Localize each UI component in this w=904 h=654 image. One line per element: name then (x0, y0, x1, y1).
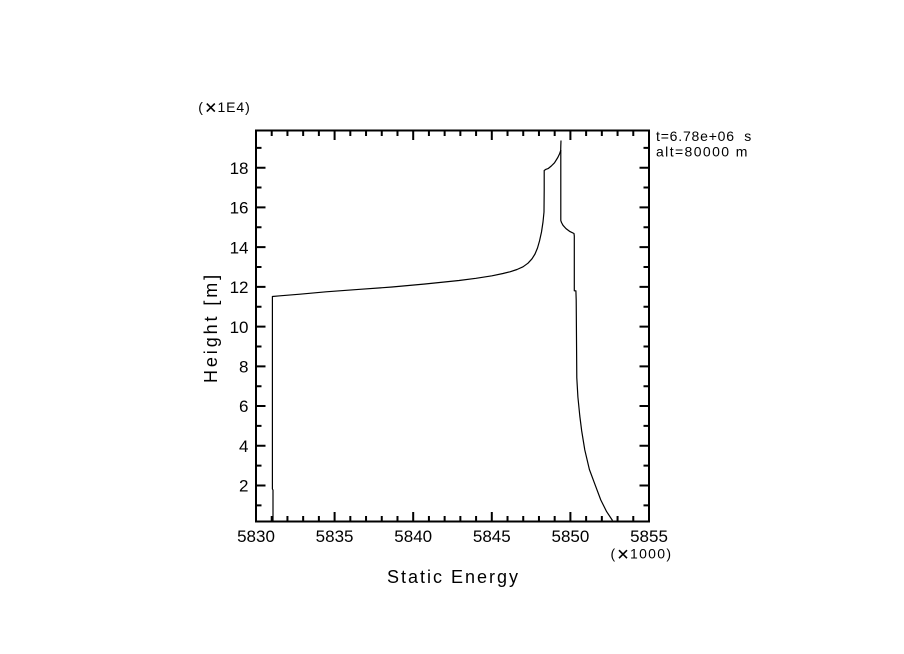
svg-text:5845: 5845 (473, 527, 511, 546)
svg-text:2: 2 (239, 477, 248, 496)
svg-text:5840: 5840 (394, 527, 432, 546)
svg-text:5850: 5850 (551, 527, 589, 546)
svg-text:Static Energy: Static Energy (387, 567, 520, 587)
svg-text:12: 12 (230, 278, 249, 297)
svg-text:(: ( (198, 99, 203, 115)
svg-text:14: 14 (230, 238, 249, 257)
svg-text:4: 4 (239, 437, 248, 456)
svg-text:5830: 5830 (237, 527, 275, 546)
svg-text:10: 10 (230, 318, 249, 337)
svg-text:(: ( (611, 546, 616, 562)
svg-text:18: 18 (230, 159, 249, 178)
svg-text:5835: 5835 (316, 527, 354, 546)
svg-text:16: 16 (230, 199, 249, 218)
svg-text:5855: 5855 (630, 527, 668, 546)
svg-text:t=6.78e+06 s: t=6.78e+06 s (656, 128, 752, 144)
svg-text:1E4): 1E4) (218, 99, 251, 115)
svg-text:alt=80000 m: alt=80000 m (656, 144, 749, 160)
svg-text:8: 8 (239, 358, 248, 377)
svg-text:1000): 1000) (630, 546, 672, 562)
svg-text:Height [m]: Height [m] (201, 272, 221, 383)
svg-text:6: 6 (239, 397, 248, 416)
